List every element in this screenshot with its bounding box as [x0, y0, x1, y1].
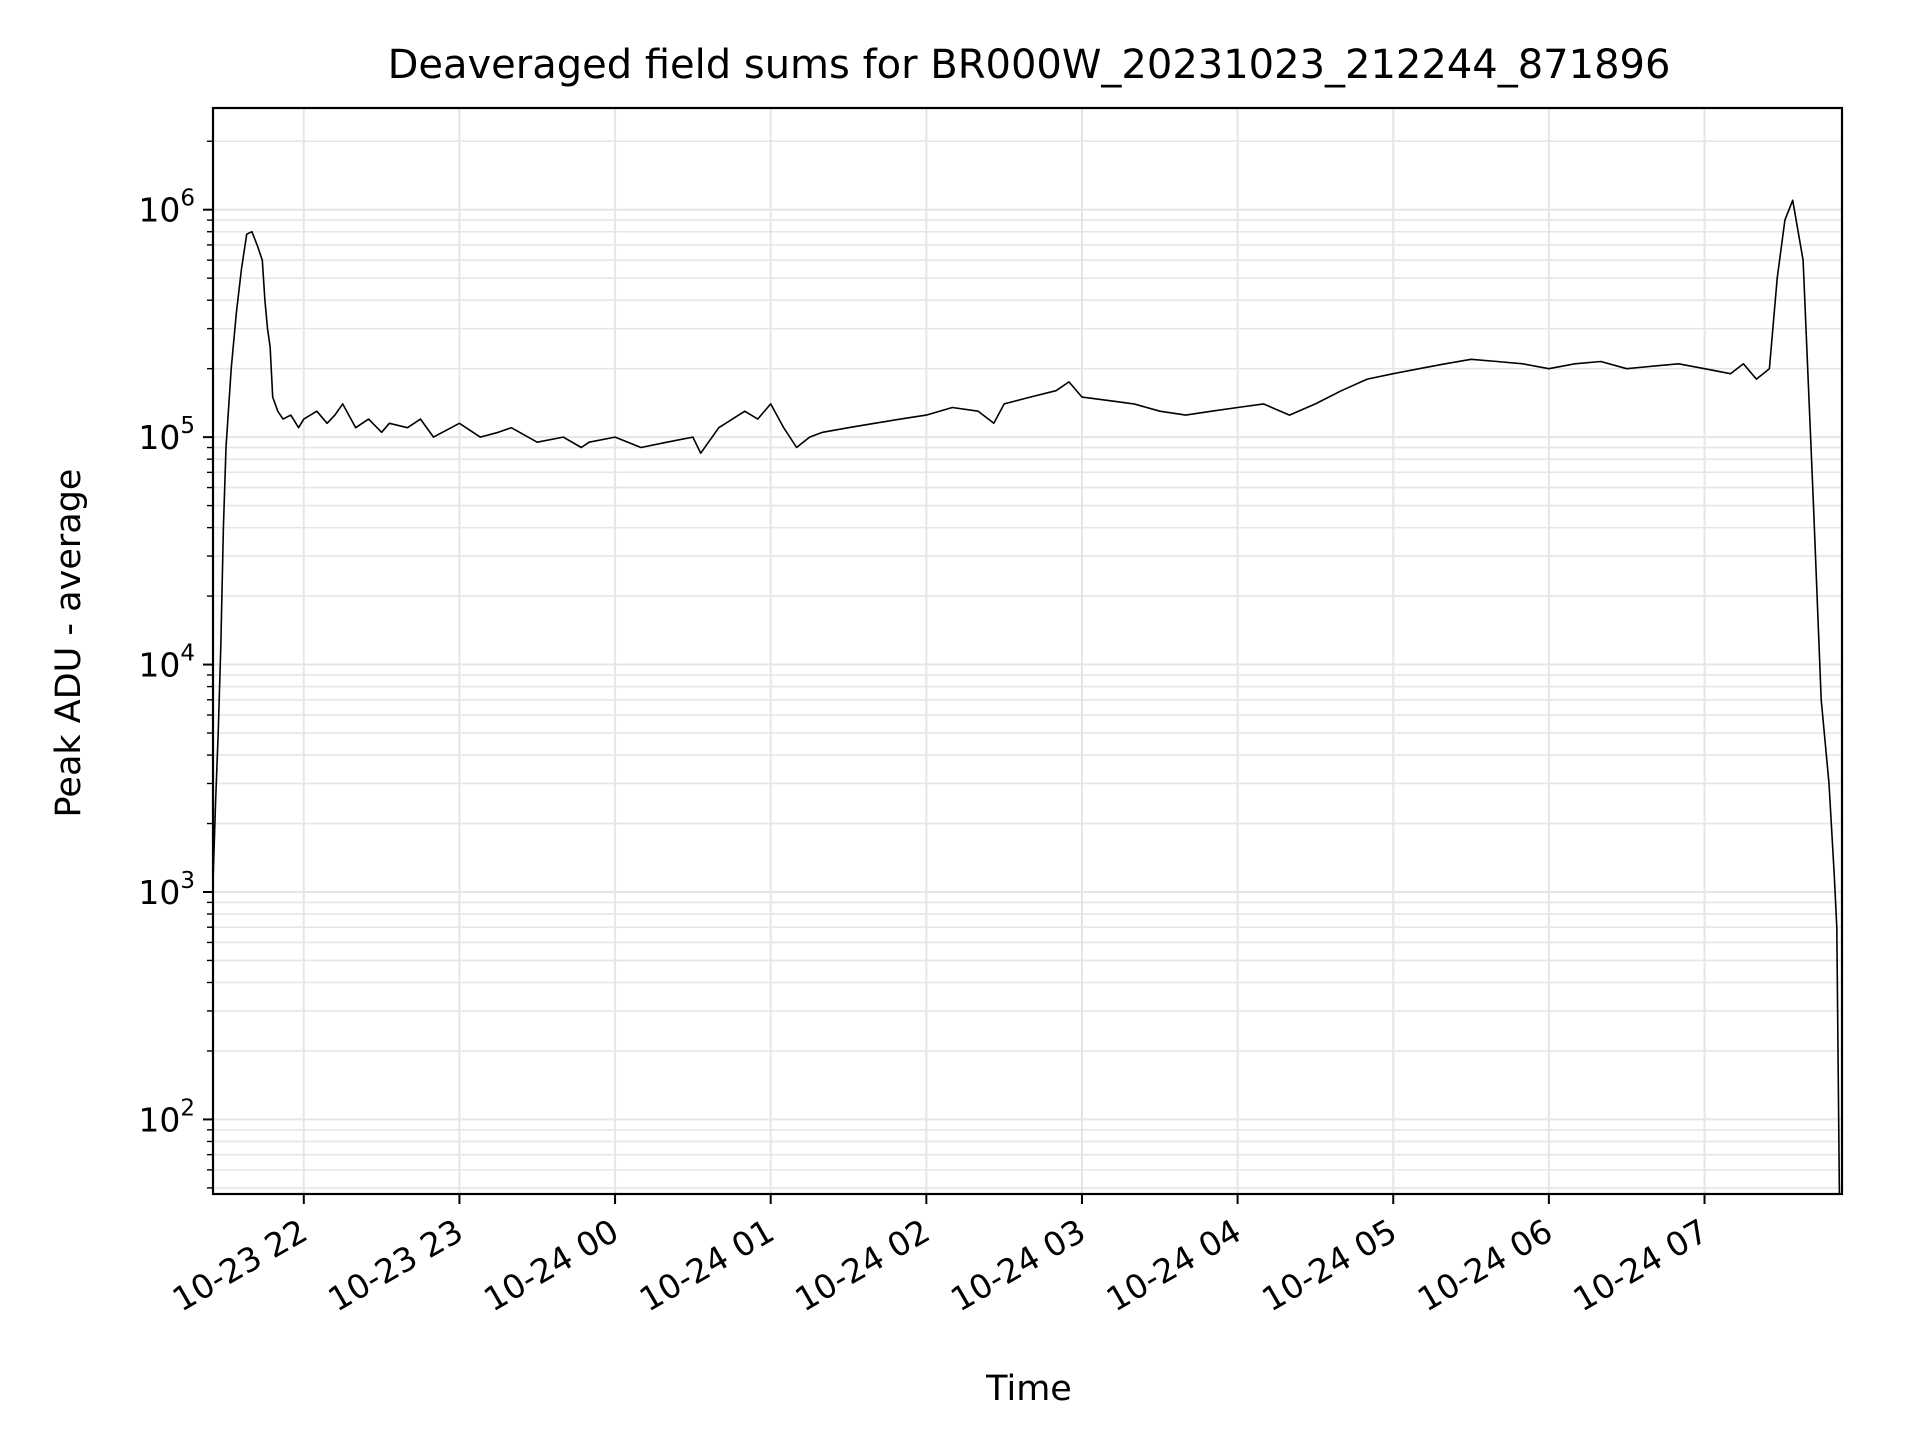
plot-frame	[211, 106, 1844, 1196]
y-tick-label: 105	[138, 413, 195, 457]
y-tick-label: 106	[138, 186, 195, 230]
x-axis-label: Time	[985, 1369, 1072, 1409]
series-line	[212, 199, 1841, 1195]
grid	[213, 108, 1842, 1194]
y-tick-label: 103	[138, 868, 195, 912]
chart-title: Deaveraged field sums for BR000W_2023102…	[388, 42, 1671, 88]
y-tick-label: 104	[138, 641, 195, 685]
y-tick-label: 102	[138, 1095, 195, 1139]
series-layer	[212, 199, 1841, 1195]
y-axis-label: Peak ADU - average	[49, 469, 89, 818]
